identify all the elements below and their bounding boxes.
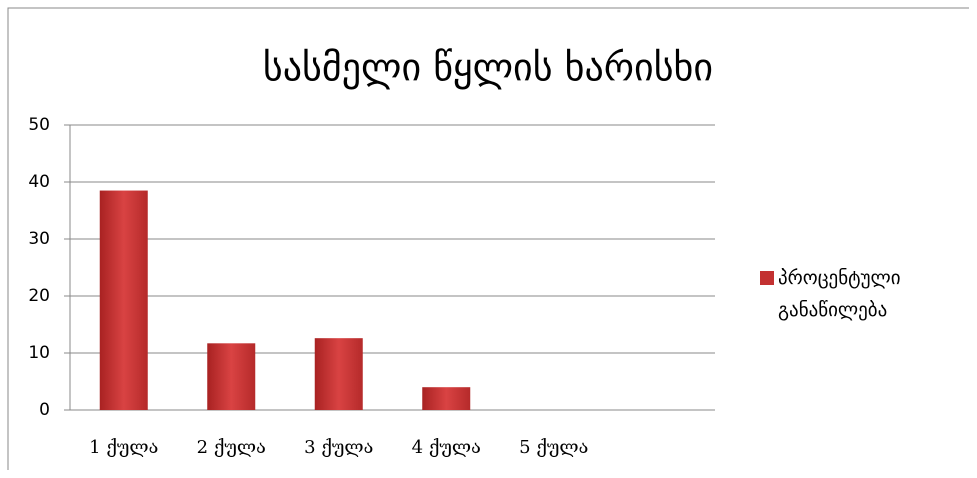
x-tick-label: 5 ქულა — [519, 437, 588, 458]
x-tick-label: 1 ქულა — [89, 437, 158, 458]
x-tick-label: 2 ქულა — [197, 437, 266, 458]
bar — [314, 338, 363, 410]
legend: პროცენტული განაწილება — [760, 262, 930, 326]
y-tick-label: 0 — [39, 400, 50, 420]
x-tick-label: 3 ქულა — [304, 437, 373, 458]
frame — [7, 7, 969, 470]
y-tick-label: 40 — [28, 172, 50, 192]
bar — [422, 387, 471, 410]
legend-label: პროცენტული განაწილება — [778, 267, 901, 321]
chart-title: სასმელი წყლის ხარისხი — [263, 46, 713, 90]
y-tick-label: 20 — [28, 286, 50, 306]
y-tick-label: 30 — [28, 229, 50, 249]
bar — [99, 190, 148, 410]
y-tick-label: 10 — [28, 343, 50, 363]
x-tick-label: 4 ქულა — [412, 437, 481, 458]
y-tick-label: 50 — [28, 115, 50, 135]
bar — [207, 343, 256, 410]
legend-swatch — [760, 271, 774, 285]
